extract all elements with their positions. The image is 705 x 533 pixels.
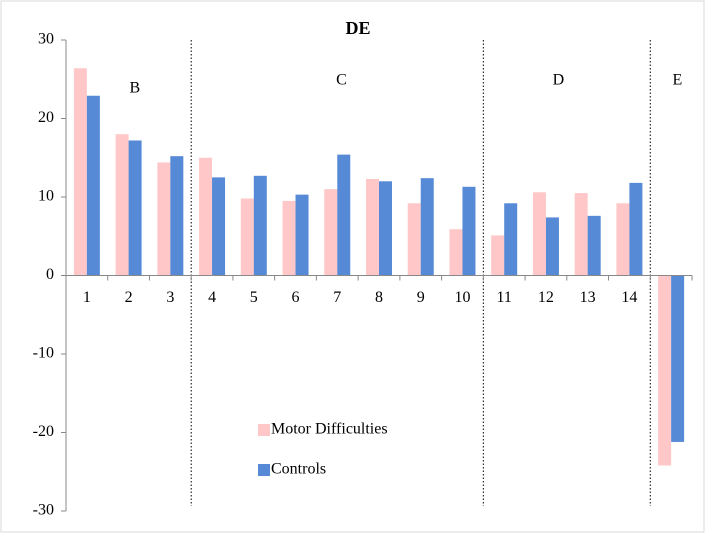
- y-tick-label: -20: [33, 423, 54, 440]
- bar: [212, 177, 226, 276]
- section-label: D: [553, 72, 565, 89]
- x-tick-label: 6: [292, 289, 300, 306]
- x-tick-label: 1: [83, 289, 91, 306]
- x-tick-label: 9: [417, 289, 425, 306]
- bar: [545, 217, 559, 276]
- x-tick-label: 11: [496, 289, 511, 306]
- bar: [587, 215, 601, 276]
- y-tick-label: -30: [33, 502, 54, 519]
- y-tick-label: 10: [38, 188, 54, 205]
- bar: [462, 186, 476, 276]
- y-tick-label: 20: [38, 109, 54, 126]
- bar: [199, 157, 213, 276]
- bar: [658, 275, 672, 466]
- bar: [504, 203, 518, 276]
- bar: [574, 193, 588, 276]
- bar: [128, 140, 142, 276]
- x-tick-label: 2: [125, 289, 133, 306]
- bar: [671, 275, 685, 442]
- bar: [532, 192, 546, 276]
- x-tick-label: 5: [250, 289, 258, 306]
- section-label: B: [130, 80, 141, 97]
- bar: [115, 134, 129, 276]
- y-tick-label: 30: [38, 31, 54, 48]
- x-tick-label: 8: [375, 289, 383, 306]
- bar: [170, 156, 184, 276]
- bar: [491, 235, 505, 276]
- bar: [337, 154, 351, 276]
- section-label: C: [336, 72, 347, 89]
- chart-title: DE: [345, 18, 370, 38]
- x-tick-label: 14: [621, 289, 637, 306]
- y-tick-label: -10: [33, 345, 54, 362]
- bar: [616, 203, 630, 276]
- bar: [324, 189, 338, 276]
- x-tick-label: 7: [333, 289, 341, 306]
- bar: [157, 162, 171, 276]
- legend-swatch: [258, 424, 270, 436]
- section-label: E: [673, 72, 683, 89]
- bar: [240, 198, 254, 276]
- x-tick-label: 3: [166, 289, 174, 306]
- legend-swatch: [258, 464, 270, 476]
- x-tick-label: 12: [538, 289, 554, 306]
- bar: [449, 229, 463, 276]
- bar: [420, 178, 434, 276]
- bar: [73, 68, 87, 276]
- bar: [366, 178, 379, 276]
- legend-label: Motor Difficulties: [271, 421, 388, 438]
- x-tick-label: 13: [580, 289, 596, 306]
- bar: [407, 203, 421, 276]
- y-tick-label: 0: [46, 266, 54, 283]
- bar: [86, 95, 100, 276]
- x-tick-label: 10: [454, 289, 470, 306]
- bar: [282, 200, 296, 276]
- bar: [629, 182, 643, 276]
- bar: [379, 181, 392, 276]
- legend-label: Controls: [271, 461, 326, 478]
- bar: [253, 175, 267, 276]
- bar: [295, 194, 309, 276]
- x-tick-label: 4: [208, 289, 216, 306]
